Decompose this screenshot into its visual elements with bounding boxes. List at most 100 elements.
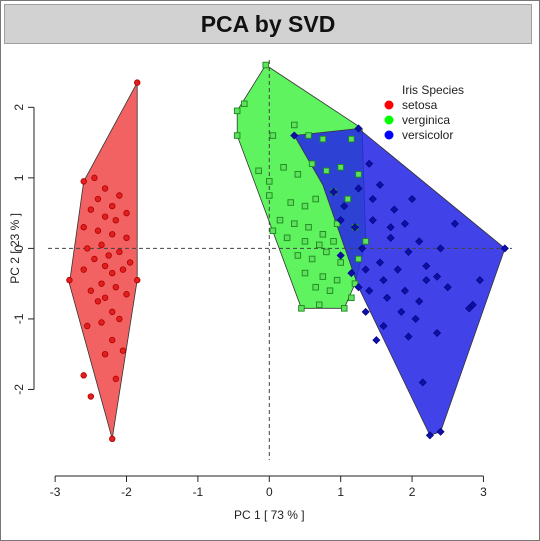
versicolor-point	[347, 269, 356, 278]
x-tick-label: 3	[480, 485, 487, 499]
setosa-point	[105, 252, 112, 259]
verginica-point	[301, 238, 309, 245]
versicolor-point	[386, 223, 395, 232]
legend-label-versicolor: versicolor	[402, 128, 453, 142]
verginica-point	[283, 234, 291, 242]
legend-label-verginica: verginica	[402, 113, 450, 127]
versicolor-point	[336, 216, 345, 225]
reference-lines	[48, 60, 512, 460]
verginica-point	[355, 171, 362, 178]
setosa-point	[84, 245, 91, 252]
versicolor-point	[372, 336, 381, 345]
verginica-point	[287, 199, 294, 206]
verginica-point	[351, 280, 359, 287]
versicolor-point	[375, 258, 384, 267]
versicolor-point	[418, 378, 427, 387]
verginica-point	[294, 252, 302, 259]
setosa-point	[87, 287, 95, 294]
versicolor-point	[422, 276, 431, 285]
setosa-point	[134, 79, 141, 86]
versicolor-point	[500, 244, 509, 253]
verginica-point	[326, 287, 334, 294]
y-axis-label: PC 2 [ 23 % ]	[8, 213, 22, 284]
versicolor-point	[358, 244, 367, 253]
versicolor-point	[475, 276, 484, 285]
versicolor-point	[336, 251, 345, 260]
setosa-point	[101, 262, 109, 270]
y-tick-label: 0	[12, 245, 26, 252]
setosa-point	[116, 315, 123, 323]
versicolor-point	[433, 272, 442, 281]
versicolor-point	[465, 304, 474, 313]
versicolor-point	[365, 159, 374, 168]
axes: -3 -2 -1 0 1 2 3 -2 -1 0 1 2	[12, 104, 487, 499]
setosa-point	[126, 259, 134, 266]
versicolor-point	[368, 194, 377, 204]
legend-title: Iris Species	[402, 83, 464, 97]
versicolor-point	[340, 202, 349, 211]
verginica-point	[269, 132, 277, 139]
verginica-point	[312, 283, 319, 291]
y-tick-label: 2	[12, 104, 26, 111]
setosa-point	[116, 192, 123, 199]
versicolor-point	[443, 283, 452, 292]
versicolor-point	[411, 314, 420, 323]
setosa-point	[109, 336, 116, 344]
x-tick-label: 0	[266, 485, 273, 499]
setosa-point	[98, 319, 105, 326]
verginica-point	[316, 241, 323, 249]
verginica-point	[312, 195, 319, 203]
y-tick-label: -1	[12, 313, 26, 324]
verginica-point	[291, 220, 298, 227]
legend-marker-setosa	[384, 100, 394, 110]
versicolor-point	[408, 194, 417, 204]
verginica-point	[262, 61, 269, 69]
versicolor-point	[422, 262, 431, 271]
x-tick-label: -3	[50, 485, 61, 499]
x-tick-label: 1	[337, 485, 344, 499]
versicolor-point	[365, 286, 374, 295]
verginica-point	[291, 121, 298, 129]
versicolor-point	[290, 131, 299, 140]
setosa-point	[98, 241, 105, 249]
verginica-point	[276, 216, 284, 224]
setosa-point	[101, 185, 109, 192]
chart-title: PCA by SVD	[200, 10, 336, 37]
x-tick-label: -1	[193, 485, 204, 499]
versicolor-point	[404, 247, 413, 256]
verginica-point	[269, 227, 277, 235]
verginica-point	[316, 301, 323, 309]
verginica-point	[301, 269, 309, 277]
verginica-point	[319, 231, 327, 238]
versicolor-point	[397, 307, 406, 316]
setosa-point	[123, 234, 130, 242]
setosa-point	[123, 291, 130, 298]
versicolor-point	[350, 223, 359, 232]
verginica-point	[301, 202, 309, 210]
setosa-point	[91, 255, 98, 263]
verginica-point	[266, 192, 273, 199]
versicolor-point	[393, 265, 402, 274]
versicolor-point	[375, 180, 384, 189]
x-tick-label: -2	[121, 485, 132, 499]
versicolor-point	[400, 219, 409, 228]
verginica-point	[233, 107, 241, 115]
verginica-point	[337, 259, 344, 266]
versicolor-point	[436, 244, 445, 253]
y-tick-label: 1	[12, 174, 26, 181]
verginica-point	[305, 223, 312, 231]
points-layer	[66, 61, 509, 443]
verginica-point	[294, 171, 302, 178]
versicolor-point	[379, 276, 388, 285]
setosa-point	[94, 298, 102, 305]
verginica-point	[266, 178, 273, 185]
setosa-point	[112, 216, 120, 224]
verginica-point	[280, 164, 287, 171]
setosa-point	[98, 280, 105, 287]
versicolor-point	[404, 332, 413, 341]
setosa-point	[101, 213, 109, 220]
setosa-point	[94, 195, 102, 203]
setosa-point	[84, 322, 91, 330]
